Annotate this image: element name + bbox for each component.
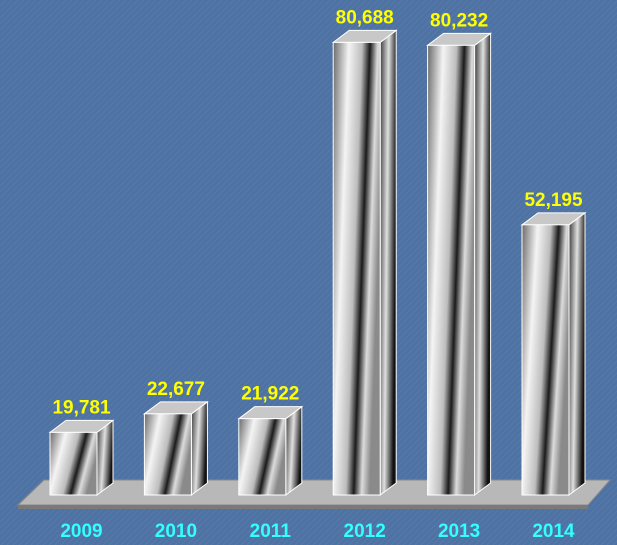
- bar: [427, 44, 476, 496]
- value-label: 80,232: [430, 10, 488, 31]
- bar-side: [190, 400, 208, 496]
- x-tick-label: 2010: [155, 521, 197, 542]
- value-label: 80,688: [336, 7, 394, 28]
- bar-side: [285, 405, 303, 496]
- value-label: 22,677: [147, 379, 205, 400]
- x-tick-label: 2014: [532, 521, 575, 542]
- value-label: 52,195: [524, 190, 583, 211]
- bar: [238, 418, 287, 496]
- bar-side: [568, 211, 586, 496]
- x-tick-label: 2012: [344, 521, 386, 542]
- bar-side: [96, 419, 114, 496]
- bar: [143, 413, 192, 496]
- x-tick-label: 2009: [60, 521, 102, 542]
- bar-side: [379, 29, 397, 496]
- x-tick-label: 2011: [250, 521, 292, 542]
- x-tick-label: 2013: [438, 521, 480, 542]
- value-label: 19,781: [52, 397, 111, 418]
- value-label: 21,922: [241, 384, 299, 405]
- floor-edge: [18, 505, 588, 509]
- bar: [332, 41, 381, 496]
- bar-side: [474, 32, 492, 496]
- bar: [521, 224, 570, 496]
- bar: [49, 431, 98, 496]
